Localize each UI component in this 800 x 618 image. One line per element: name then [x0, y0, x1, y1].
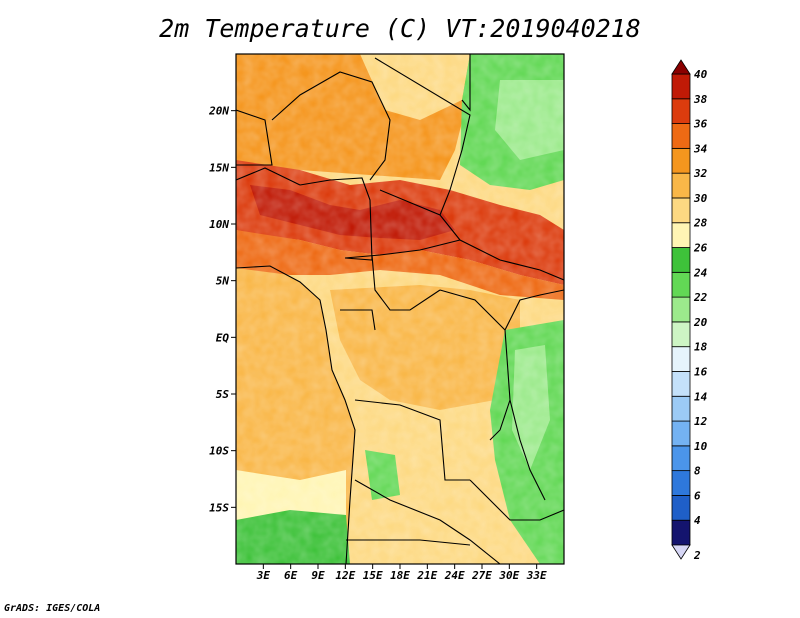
colorbar-label: 4 [694, 514, 701, 527]
lon-tick-label: 33E [526, 569, 547, 582]
lat-tick-label: EQ [216, 331, 230, 344]
colorbar-swatch [671, 395, 691, 422]
colorbar-label: 30 [693, 192, 708, 205]
longitude-axis: 3E 6E 9E 12E 15E 18E 21E 24E 27E 30E 33E [256, 564, 547, 582]
colorbar-label: 18 [694, 341, 708, 354]
lat-tick-label: 20N [208, 105, 229, 118]
colorbar-label: 34 [693, 142, 708, 155]
lon-tick-label: 24E [444, 569, 465, 582]
colorbar-label: 20 [693, 316, 708, 329]
colorbar-swatch [671, 271, 691, 298]
lat-tick-label: 5S [216, 388, 230, 401]
colorbar-label: 24 [693, 266, 708, 279]
colorbar-label: 28 [693, 217, 708, 230]
colorbar-swatch [671, 147, 691, 174]
colorbar-swatch [671, 371, 691, 397]
lon-tick-label: 21E [416, 569, 437, 582]
colorbar-label: 22 [693, 291, 708, 304]
lat-tick-label: 15S [209, 501, 229, 514]
colorbar-label: 38 [693, 93, 708, 106]
lon-tick-label: 18E [390, 569, 410, 582]
lat-tick-label: 10N [209, 218, 229, 231]
lon-tick-label: 15E [363, 569, 383, 582]
colorbar-label: 10 [694, 440, 708, 453]
colorbar-label: 6 [694, 489, 701, 502]
lon-tick-label: 27E [471, 569, 492, 582]
colorbar-swatch [671, 98, 691, 124]
colorbar-label: 14 [694, 390, 708, 403]
colorbar-label: 16 [694, 365, 708, 378]
lat-tick-label: 15N [209, 161, 229, 174]
colorbar-swatch [671, 445, 691, 472]
lon-tick-label: 3E [256, 569, 271, 582]
colorbar-bottom-arrow [671, 544, 691, 560]
colorbar-swatch [671, 73, 691, 100]
lat-tick-label: 5N [216, 275, 230, 288]
colorbar-swatch [671, 172, 691, 199]
colorbar-swatch [671, 420, 691, 447]
colorbar-swatch [671, 197, 691, 224]
colorbar-label: 26 [693, 242, 708, 255]
lon-tick-label: 6E [284, 569, 298, 582]
grads-credit: GrADS: IGES/COLA [4, 603, 101, 614]
lat-tick-label: 10S [209, 445, 229, 458]
colorbar-swatch [671, 247, 691, 273]
colorbar-swatch [671, 321, 691, 348]
colorbar-label: 32 [693, 167, 708, 180]
colorbar-label: 36 [693, 118, 708, 131]
lon-tick-label: 9E [311, 569, 325, 582]
country-boundaries [236, 54, 564, 564]
colorbar-swatch [671, 222, 691, 248]
lon-tick-label: 30E [498, 569, 519, 582]
colorbar-swatch [671, 470, 691, 496]
colorbar-label: 40 [694, 68, 708, 81]
lon-tick-label: 12E [335, 569, 355, 582]
map-title: 2m Temperature (C) VT:2019040218 [159, 14, 641, 43]
colorbar-top-arrow [671, 59, 691, 75]
latitude-axis: 20N 15N 10N 5N EQ 5S 10S 15S [208, 105, 236, 514]
temperature-field [236, 54, 564, 564]
colorbar-swatch [671, 296, 691, 323]
colorbar-label: 8 [694, 465, 701, 478]
colorbar-swatch [671, 495, 691, 521]
colorbar-swatch [671, 123, 691, 149]
colorbar-label: 12 [694, 415, 708, 428]
colorbar-swatch [671, 519, 691, 546]
colorbar-label: 2 [693, 549, 701, 562]
colorbar-swatch [671, 346, 691, 372]
